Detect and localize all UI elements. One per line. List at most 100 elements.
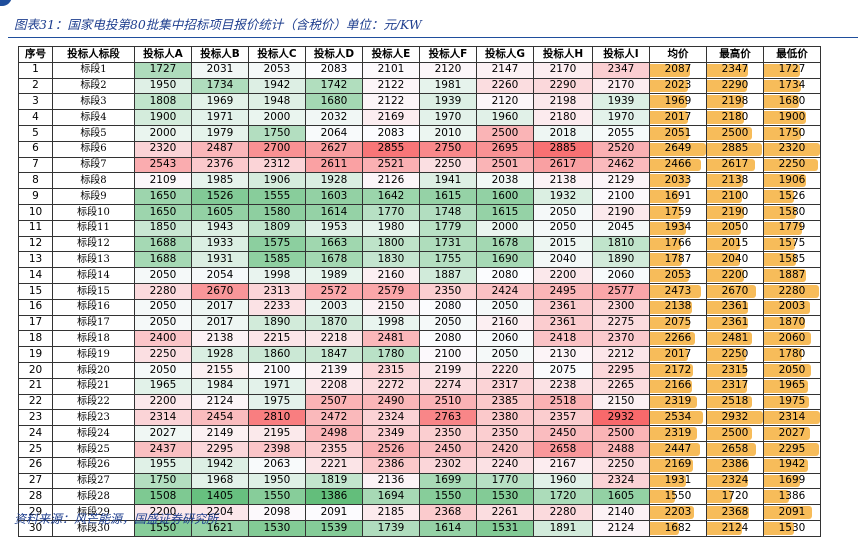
avg-data-bar [650,126,690,140]
bid-price-cell: 1678 [305,251,363,269]
bid-price-cell: 2350 [419,282,477,300]
max-data-bar [707,300,749,314]
avg-value: 2319 [664,395,692,408]
table-row: 1 标段1 1727 2031 2053 2083 2101 2120 2147 2170 2347… [18,61,821,79]
bid-price-cell: 2138 [533,172,593,190]
bid-price-cell: 1779 [419,219,477,237]
bid-price-cell: 1933 [191,235,249,253]
avg-data-bar [650,253,682,267]
max-value: 2315 [721,363,749,376]
max-price-cell: 2015 [706,235,764,253]
bid-price-cell: 2317 [476,377,534,395]
bid-price-cell: 2302 [419,456,477,474]
min-price-cell: 2091 [763,504,821,521]
bid-price-cell: 1731 [419,235,477,253]
table-row: 17 标段17 2050 2017 1890 1870 1998 2050 2160 2361 22… [18,314,821,332]
avg-data-bar [650,79,689,93]
column-header: 投标人F [419,46,477,63]
bid-price-cell: 2507 [305,393,363,411]
bid-price-cell: 1663 [305,235,363,253]
min-value: 1870 [778,316,806,329]
bid-price-cell: 2501 [476,156,534,174]
segment-label: 标段6 [52,140,135,158]
max-value: 2658 [721,442,749,455]
bid-price-cell: 2126 [362,172,420,190]
row-number: 27 [18,472,53,490]
segment-label: 标段7 [52,156,135,174]
table-row: 24 标段24 2027 2149 2195 2498 2349 2350 2350 2450 25… [18,425,821,442]
avg-price-cell: 2023 [649,77,707,95]
min-value: 1975 [778,395,806,408]
row-number: 13 [18,251,53,269]
max-value: 2885 [721,142,749,155]
bid-price-cell: 1809 [248,219,306,237]
max-price-cell: 2361 [706,314,764,332]
segment-label: 标段17 [52,314,135,332]
bid-price-cell: 1975 [248,393,306,411]
min-data-bar [764,490,790,504]
bid-price-cell: 2122 [362,93,420,111]
avg-value: 2166 [664,379,692,392]
bid-price-cell: 2150 [362,298,420,316]
bid-price-cell: 2280 [533,504,593,521]
avg-data-bar [650,379,693,393]
min-price-cell: 2295 [763,440,821,458]
bid-price-cell: 1980 [362,219,420,237]
bid-price-cell: 2260 [476,77,534,95]
bid-price-cell: 2462 [592,156,650,174]
min-price-cell: 1580 [763,203,821,221]
avg-data-bar [650,142,706,156]
max-value: 2324 [721,474,749,487]
bid-price-cell: 2185 [362,504,420,521]
bid-price-cell: 2122 [362,77,420,95]
bid-price-cell: 1890 [248,314,306,332]
min-price-cell: 2003 [763,298,821,316]
min-price-cell: 2280 [763,282,821,300]
min-data-bar [764,237,796,251]
bid-price-cell: 1575 [248,235,306,253]
max-data-bar [707,126,753,140]
bid-price-cell: 1969 [191,93,249,111]
bid-price-cell: 1727 [134,61,192,79]
segment-label: 标段23 [52,409,135,427]
bid-price-cell: 2155 [191,361,249,379]
table-row: 6 标段6 2320 2487 2700 2627 2855 2750 2695 2885 2520… [18,140,821,158]
table-row: 2 标段2 1950 1734 1942 1742 2122 1981 2260 2290 2170… [18,77,821,95]
bid-price-cell: 2109 [134,172,192,190]
bid-price-cell: 2617 [533,156,593,174]
min-value: 1530 [778,521,806,534]
bid-price-cell: 2050 [533,219,593,237]
bid-price-cell: 2510 [419,393,477,411]
avg-value: 1766 [664,237,692,250]
avg-value: 2169 [664,458,692,471]
bid-price-cell: 1950 [134,77,192,95]
column-header: 投标人A [134,46,192,63]
bid-price-cell: 2100 [419,346,477,363]
avg-price-cell: 2051 [649,124,707,142]
bid-price-cell: 2160 [476,314,534,332]
max-data-bar [707,174,743,188]
bid-price-cell: 2295 [592,361,650,379]
max-price-cell: 2124 [706,519,764,537]
source-note: 资料来源：风芒能源，国盛证券研究所 [14,512,219,526]
avg-price-cell: 2319 [649,425,707,442]
bid-price-cell: 2810 [248,409,306,427]
bid-price-cell: 2855 [362,140,420,158]
bid-price-cell: 2627 [305,140,363,158]
max-value: 2040 [721,253,749,265]
bid-price-cell: 1943 [191,219,249,237]
bid-price-cell: 2472 [305,409,363,427]
max-data-bar [707,411,763,425]
min-price-cell: 2314 [763,409,821,427]
table-row: 19 标段19 2250 1928 1860 1847 1780 2100 2050 2130 22… [18,346,821,363]
bid-price-cell: 2017 [191,314,249,332]
avg-price-cell: 1691 [649,188,707,205]
max-price-cell: 1720 [706,488,764,506]
bid-price-cell: 2075 [533,361,593,379]
bid-price-cell: 2488 [592,440,650,458]
bid-price-cell: 1680 [305,93,363,111]
bid-price-cell: 2050 [419,314,477,332]
max-price-cell: 2670 [706,282,764,300]
min-value: 1386 [778,489,806,502]
bid-price-cell: 2098 [248,504,306,521]
